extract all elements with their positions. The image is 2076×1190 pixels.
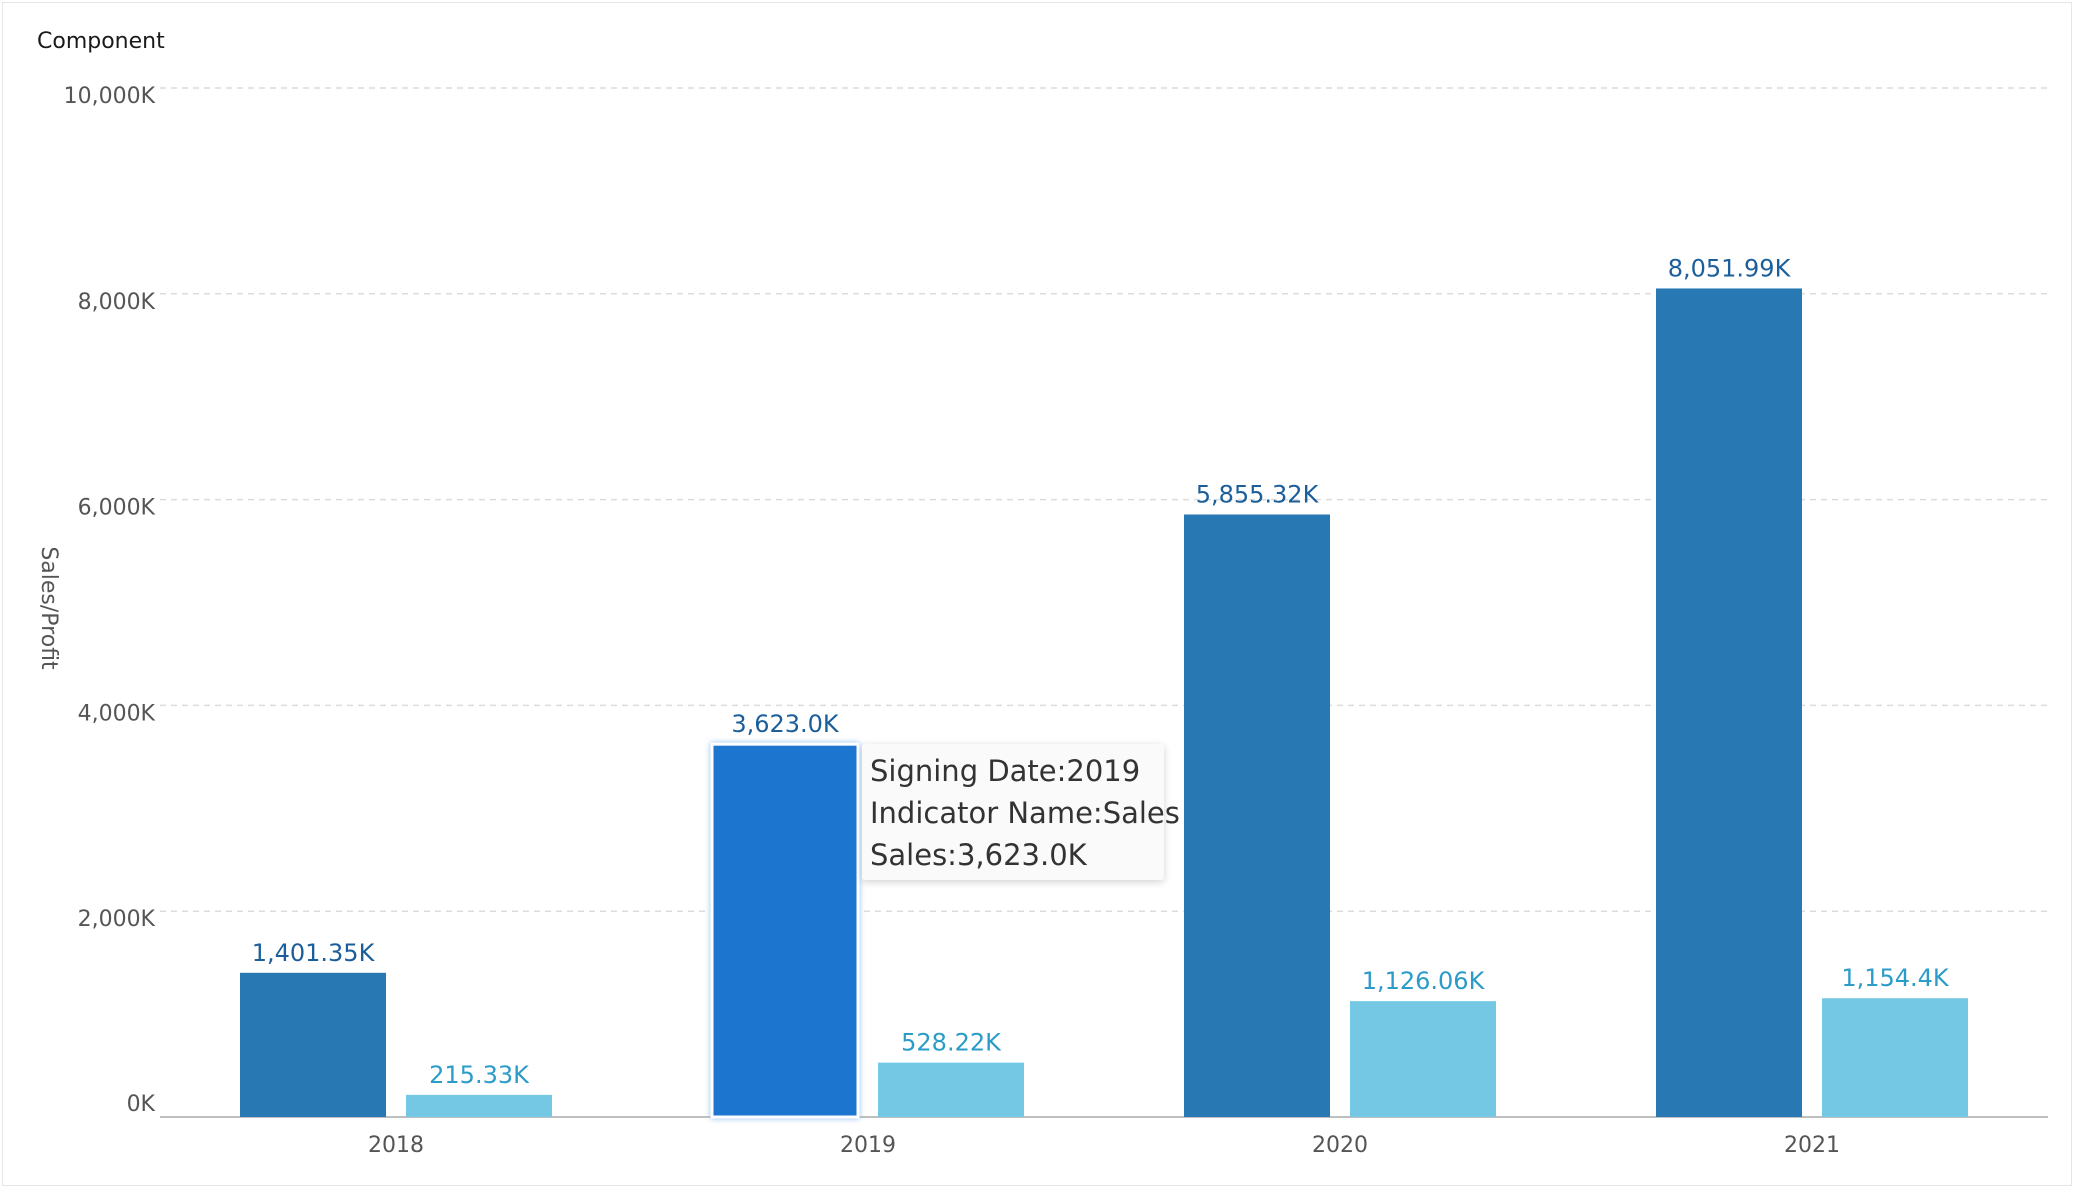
bar-profit-2021 — [1822, 998, 1968, 1117]
bar-sales-2020 — [1184, 514, 1330, 1117]
component-title: Component — [37, 29, 165, 54]
x-tick-label: 2019 — [840, 1133, 896, 1158]
x-tick-label: 2020 — [1312, 1133, 1368, 1158]
bar-profit-2019 — [878, 1062, 1024, 1117]
tooltip-indicator-name: Indicator Name:Sales — [870, 796, 1180, 830]
y-tick-label: 0K — [127, 1092, 156, 1117]
data-label-profit-2020: 1,126.06K — [1362, 967, 1486, 995]
data-label-profit-2018: 215.33K — [429, 1061, 530, 1089]
bar-profit-2020 — [1350, 1001, 1496, 1117]
tooltip: Signing Date:2019 Indicator Name:Sales S… — [862, 744, 1180, 880]
data-label-profit-2021: 1,154.4K — [1841, 964, 1950, 992]
bar-profit-2018 — [406, 1094, 552, 1117]
tooltip-sales-value: Sales:3,623.0K — [870, 838, 1087, 872]
y-tick-label: 6,000K — [78, 496, 156, 521]
y-tick-label: 4,000K — [78, 701, 156, 726]
y-tick-label: 2,000K — [78, 907, 156, 932]
data-label-sales-2021: 8,051.99K — [1668, 254, 1792, 282]
x-tick-label: 2018 — [368, 1133, 424, 1158]
data-label-profit-2019: 528.22K — [901, 1029, 1002, 1057]
x-tick-label: 2021 — [1784, 1133, 1840, 1158]
y-tick-label: 8,000K — [78, 290, 156, 315]
data-label-sales-2019: 3,623.0K — [731, 710, 840, 738]
bar-sales-2018 — [240, 972, 386, 1117]
data-label-sales-2020: 5,855.32K — [1196, 480, 1320, 508]
bar-sales-2021 — [1656, 288, 1802, 1118]
bar-sales-2019 — [710, 742, 860, 1119]
data-label-sales-2018: 1,401.35K — [252, 939, 376, 967]
y-axis-title: Sales/Profit — [36, 546, 61, 670]
tooltip-signing-date: Signing Date:2019 — [870, 754, 1141, 788]
y-tick-label: 10,000K — [64, 84, 156, 109]
